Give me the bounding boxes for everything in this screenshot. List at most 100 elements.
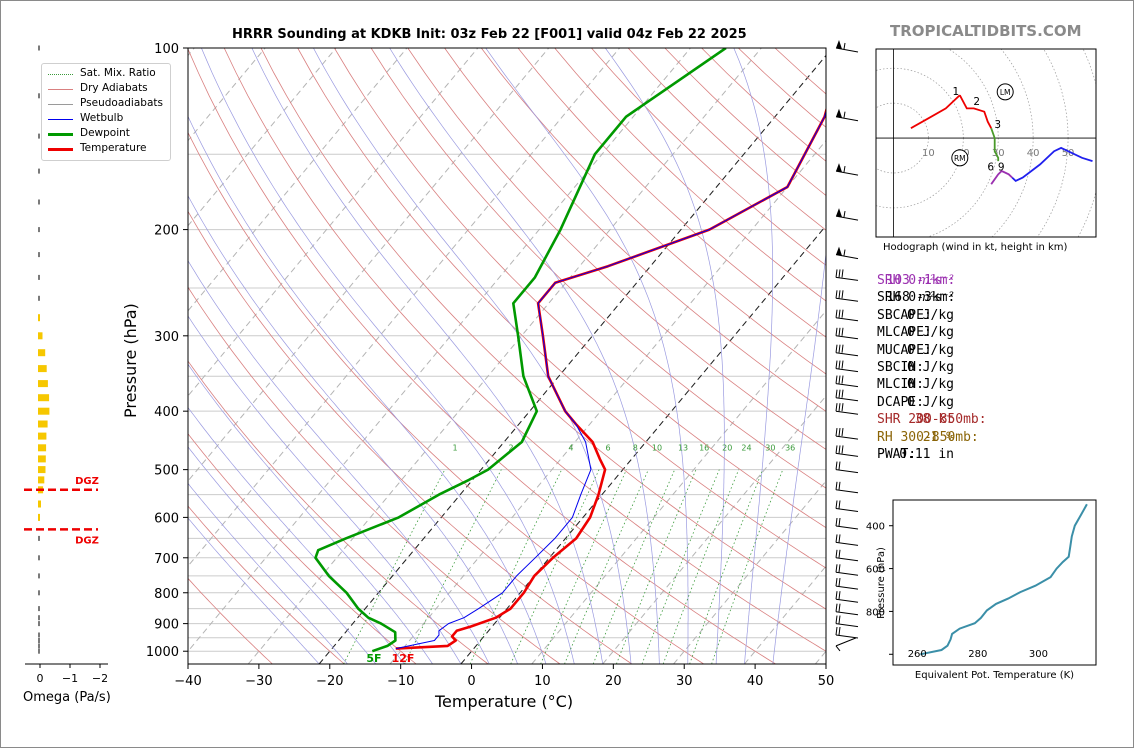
omega-bar — [38, 648, 40, 654]
hodo-segment — [990, 127, 1000, 162]
storm-motion-marker — [951, 149, 969, 167]
legend-swatch — [48, 148, 73, 151]
dry-adiabat — [444, 48, 826, 412]
stat-value: 0 J/kg — [907, 394, 954, 410]
mixing-ratio-label: 16 — [699, 444, 709, 453]
omega-bar — [38, 45, 40, 51]
omega-bar — [38, 606, 40, 612]
profile-dewpoint — [314, 48, 727, 653]
barb-flag — [838, 309, 841, 318]
thetae-y-label: Pressure (hPa) — [876, 547, 887, 619]
omega-bar — [38, 168, 40, 174]
barb-flag — [841, 428, 844, 437]
mixing-ratio-line — [689, 469, 764, 664]
isotherm-gridline — [531, 310, 826, 664]
thetae-y-tick-label: 400 — [866, 522, 885, 533]
barb-flag — [843, 111, 846, 118]
thetae-x-tick-label: 280 — [968, 649, 987, 660]
dry-adiabat — [407, 48, 826, 450]
x-tick-label: 30 — [676, 674, 693, 689]
stat-value: 21 % — [922, 429, 954, 445]
wind-barb — [835, 626, 859, 639]
barb-staff — [835, 611, 859, 616]
pseudoadiabat — [188, 406, 405, 664]
mixing-ratio-line — [343, 469, 446, 664]
stat-key: DCAPE: — [877, 394, 924, 410]
omega-bar — [38, 500, 41, 508]
mixing-ratio-label: 2 — [508, 444, 513, 453]
omega-bar — [38, 444, 47, 452]
wind-barb — [835, 445, 859, 457]
wind-barb — [835, 403, 859, 415]
dry-adiabat — [188, 360, 489, 664]
barb-staff — [835, 469, 859, 474]
barb-staff — [835, 541, 859, 546]
surface-dewpoint-label: 5F — [366, 652, 381, 665]
wind-barb — [835, 309, 859, 322]
stat-key: RH 300-850mb: — [877, 429, 979, 445]
omega-bar — [38, 621, 40, 627]
barb-pennant — [836, 108, 842, 118]
omega-tick-label: 0 — [37, 672, 44, 685]
barb-flag — [835, 428, 838, 437]
barb-staff — [835, 637, 857, 647]
omega-bar — [38, 615, 40, 621]
barb-staff — [835, 368, 859, 373]
barb-flag — [838, 517, 841, 527]
wind-barb — [835, 615, 859, 628]
barb-flag — [838, 327, 841, 336]
omega-bar — [38, 314, 40, 322]
pseudoadiabat — [188, 315, 462, 664]
pseudoadiabat — [188, 115, 547, 664]
stat-value: 0 J/kg — [907, 342, 954, 358]
omega-bar — [38, 227, 40, 233]
dgz-label: DGZ — [75, 535, 99, 546]
isotherm-gridline — [188, 48, 479, 397]
barb-flag — [838, 461, 841, 470]
hodo-ring-label: 30 — [992, 148, 1005, 159]
pseudoadiabat — [201, 48, 575, 664]
wind-barb — [835, 603, 859, 616]
omega-bar — [38, 513, 40, 521]
dry-adiabat — [188, 210, 633, 664]
mixing-ratio-line — [404, 469, 502, 664]
dry-adiabat — [774, 48, 826, 95]
wind-barb — [835, 591, 859, 603]
barb-staff — [835, 254, 859, 260]
barb-flag — [843, 211, 846, 218]
barb-pennant — [836, 208, 842, 218]
y-axis-label: Pressure (hPa) — [121, 303, 140, 418]
omega-tick-label: −1 — [62, 672, 78, 685]
omega-bar — [38, 573, 40, 579]
y-tick-label: 200 — [154, 224, 179, 239]
omega-bar — [38, 466, 46, 474]
wind-barb — [835, 578, 859, 590]
pseudoadiabat — [389, 48, 660, 664]
isotherm-gridline — [188, 48, 691, 652]
wind-barb — [835, 360, 859, 373]
barb-staff — [835, 571, 859, 576]
pseudoadiabat — [188, 363, 433, 664]
stat-key: SBCIN: — [877, 359, 924, 375]
y-tick-label: 100 — [154, 42, 179, 57]
barb-staff — [835, 215, 859, 221]
y-tick-label: 700 — [154, 552, 179, 567]
wind-barb — [835, 290, 859, 302]
barb-pennant — [836, 163, 842, 173]
omega-bar — [38, 365, 47, 373]
barb-flag — [838, 269, 841, 278]
isotherm-gridline — [814, 650, 826, 664]
barb-staff — [835, 634, 859, 639]
stat-value: 0 J/kg — [907, 377, 954, 393]
barb-flag — [838, 428, 841, 437]
mixing-ratio-label: 8 — [633, 444, 638, 453]
thetae-x-label: Equivalent Pot. Temperature (K) — [915, 670, 1074, 681]
stat-value: 0 J/kg — [907, 325, 954, 341]
thetae-frame — [892, 499, 1097, 666]
freezing-isotherm — [460, 224, 826, 664]
omega-axis-label: Omega (Pa/s) — [23, 690, 111, 705]
stat-key: PWAT: — [877, 446, 917, 462]
barb-flag — [835, 603, 838, 612]
barb-flag — [838, 626, 841, 636]
pseudoadiabat — [188, 195, 518, 664]
